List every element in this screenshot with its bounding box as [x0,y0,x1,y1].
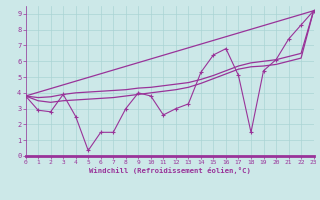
X-axis label: Windchill (Refroidissement éolien,°C): Windchill (Refroidissement éolien,°C) [89,167,251,174]
